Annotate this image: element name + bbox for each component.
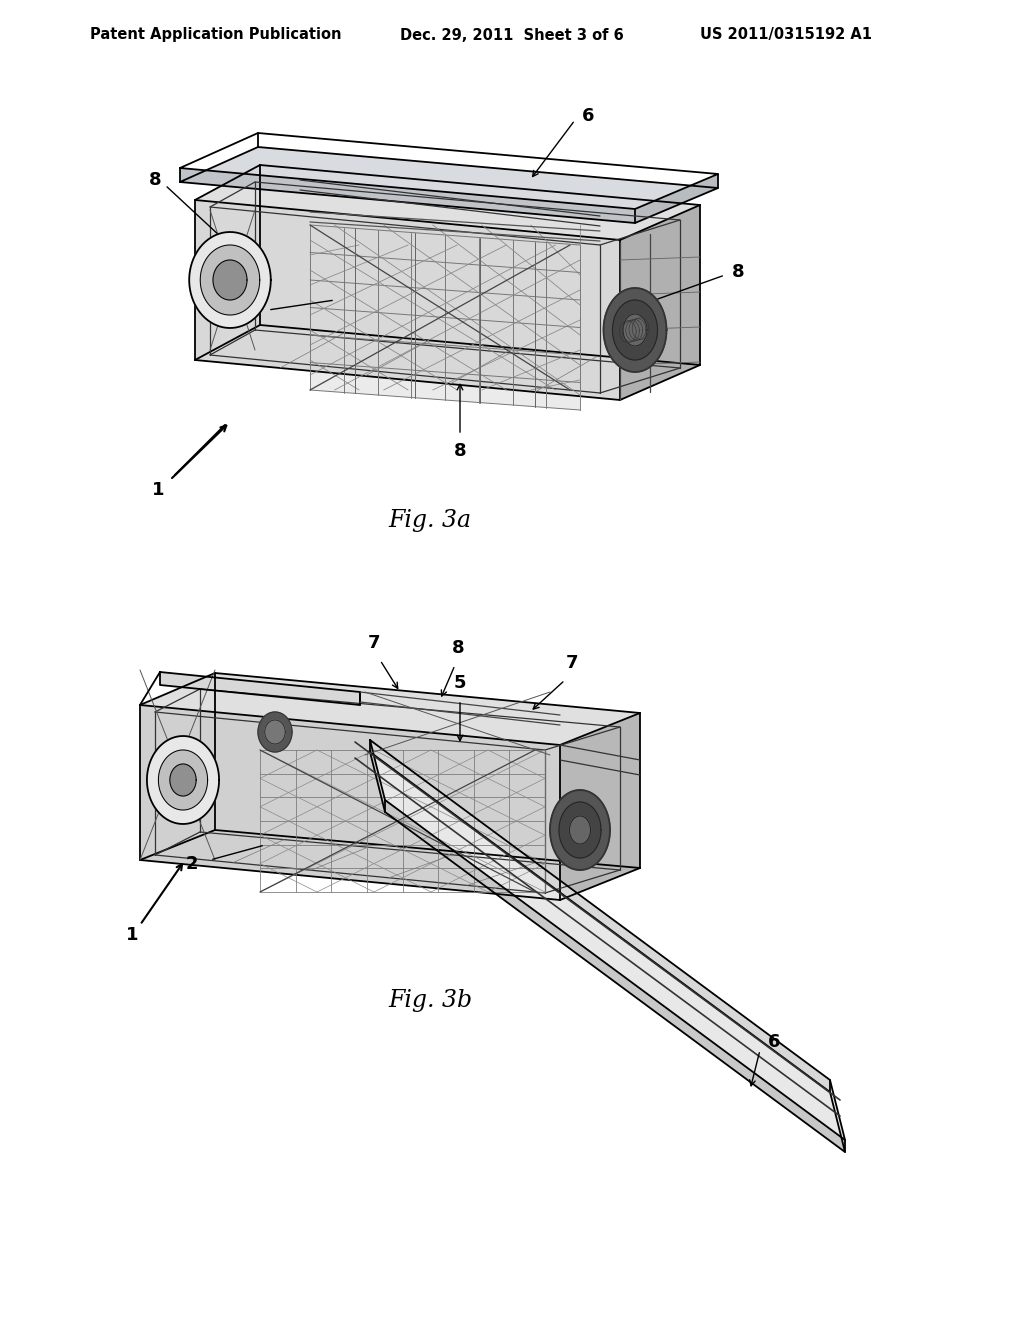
Polygon shape xyxy=(213,260,247,300)
Polygon shape xyxy=(370,741,845,1140)
Polygon shape xyxy=(310,224,580,411)
Polygon shape xyxy=(140,673,640,744)
Polygon shape xyxy=(180,168,635,223)
Text: 5: 5 xyxy=(454,675,466,692)
Polygon shape xyxy=(170,764,197,796)
Polygon shape xyxy=(195,165,700,240)
Polygon shape xyxy=(147,737,219,824)
Polygon shape xyxy=(140,705,560,900)
Text: 8: 8 xyxy=(452,639,464,657)
Text: 7: 7 xyxy=(368,634,380,652)
Text: 8: 8 xyxy=(732,263,744,281)
Text: 8: 8 xyxy=(454,442,466,459)
Text: Fig. 3b: Fig. 3b xyxy=(388,989,472,1011)
Polygon shape xyxy=(550,789,610,870)
Polygon shape xyxy=(189,232,270,327)
Polygon shape xyxy=(569,816,591,843)
Polygon shape xyxy=(620,205,700,400)
Polygon shape xyxy=(559,803,601,858)
Text: 1: 1 xyxy=(152,480,164,499)
Text: 6: 6 xyxy=(768,1034,780,1051)
Polygon shape xyxy=(159,750,208,810)
Polygon shape xyxy=(385,800,845,1152)
Polygon shape xyxy=(160,672,360,705)
Polygon shape xyxy=(140,673,215,861)
Polygon shape xyxy=(623,314,647,346)
Polygon shape xyxy=(195,165,260,360)
Text: 1: 1 xyxy=(126,927,138,944)
Text: Dec. 29, 2011  Sheet 3 of 6: Dec. 29, 2011 Sheet 3 of 6 xyxy=(400,28,624,42)
Polygon shape xyxy=(560,713,640,900)
Polygon shape xyxy=(603,288,667,372)
Polygon shape xyxy=(195,201,620,400)
Text: 7: 7 xyxy=(565,653,579,672)
Polygon shape xyxy=(370,741,830,1092)
Text: 6: 6 xyxy=(582,107,595,125)
Polygon shape xyxy=(612,300,657,360)
Text: Patent Application Publication: Patent Application Publication xyxy=(90,28,341,42)
Text: 2: 2 xyxy=(243,304,255,322)
Polygon shape xyxy=(265,719,286,744)
Text: 8: 8 xyxy=(148,172,162,189)
Polygon shape xyxy=(201,246,260,315)
Text: US 2011/0315192 A1: US 2011/0315192 A1 xyxy=(700,28,872,42)
Polygon shape xyxy=(258,711,292,752)
Text: Fig. 3a: Fig. 3a xyxy=(388,508,472,532)
Polygon shape xyxy=(180,147,718,223)
Text: 2: 2 xyxy=(185,855,198,873)
Polygon shape xyxy=(635,174,718,223)
